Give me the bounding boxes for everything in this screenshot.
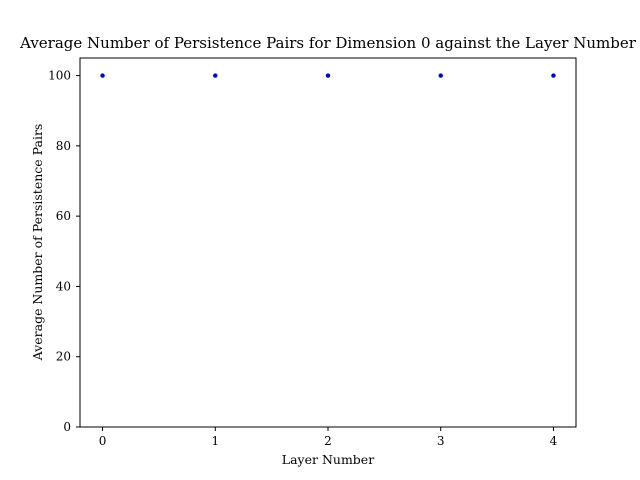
axes-frame — [79, 57, 577, 428]
data-points — [100, 73, 556, 78]
x-axis-label: Layer Number — [282, 452, 374, 467]
chart-title: Average Number of Persistence Pairs for … — [19, 34, 637, 52]
data-point — [551, 73, 556, 78]
data-point — [438, 73, 443, 78]
data-point — [325, 73, 331, 78]
x-tick-label: 1 — [211, 434, 219, 448]
y-ticks: 0 20 40 60 80 100 — [48, 69, 80, 434]
y-axis-label: Average Number of Persistence Pairs — [30, 124, 45, 362]
y-tick-label: 40 — [56, 279, 71, 293]
y-tick-label: 60 — [56, 209, 71, 223]
data-point — [100, 73, 105, 78]
y-tick-label: 80 — [56, 139, 71, 153]
x-ticks: 0 1 2 3 4 — [99, 427, 558, 448]
x-tick-label: 3 — [437, 434, 445, 448]
y-tick-label: 0 — [63, 420, 71, 434]
plot-area: 0 1 2 3 4 0 20 40 60 80 100 — [48, 57, 577, 448]
x-tick-label: 0 — [99, 434, 107, 448]
y-tick-label: 100 — [48, 69, 71, 83]
y-tick-label: 20 — [56, 350, 71, 364]
x-tick-label: 4 — [550, 434, 558, 448]
x-tick-label: 2 — [324, 434, 332, 448]
data-point — [213, 73, 218, 78]
